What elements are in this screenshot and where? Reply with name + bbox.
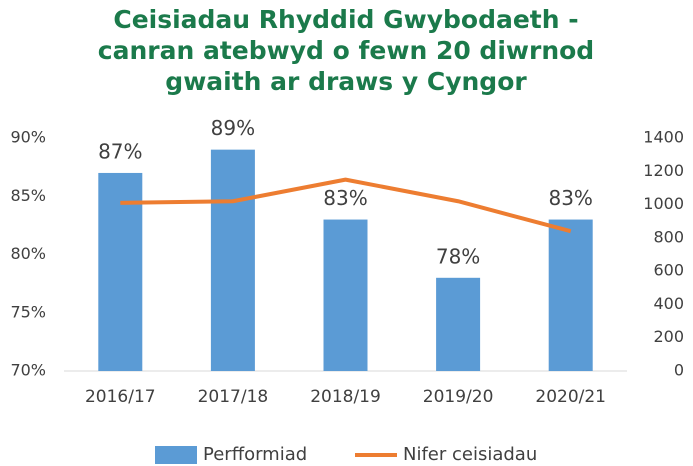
- y2-tick-label: 1200: [643, 161, 684, 180]
- y2-tick-label: 1000: [643, 194, 684, 213]
- y2-tick-label: 600: [653, 261, 684, 280]
- legend-swatch: [155, 446, 197, 464]
- x-tick-label: 2019/20: [423, 387, 494, 407]
- y2-tick-label: 800: [653, 227, 684, 246]
- bar: [548, 219, 593, 371]
- y2-tick-label: 400: [653, 294, 684, 313]
- bar: [323, 219, 368, 371]
- bar: [98, 172, 143, 371]
- line: [120, 177, 572, 234]
- x-tick-label: 2018/19: [310, 387, 381, 407]
- data-label: 78%: [436, 244, 480, 268]
- data-label: 83%: [323, 186, 367, 210]
- y2-tick-label: 0: [674, 361, 684, 380]
- x-tick-label: 2017/18: [198, 387, 269, 407]
- data-label: 83%: [548, 186, 592, 210]
- y2-tick-label: 200: [653, 327, 684, 346]
- y-tick-label: 85%: [10, 186, 46, 205]
- bar: [436, 277, 481, 371]
- y-tick-label: 75%: [10, 302, 46, 321]
- data-label: 89%: [211, 116, 255, 140]
- data-label: 87%: [98, 139, 142, 163]
- legend-label: Perfformiad: [203, 444, 307, 465]
- legend-label: Nifer ceisiadau: [403, 444, 537, 465]
- y-tick-label: 70%: [10, 361, 46, 380]
- y-tick-label: 80%: [10, 244, 46, 263]
- x-tick-label: 2020/21: [535, 387, 606, 407]
- chart-title: Ceisiadau Rhyddid Gwybodaeth - canran at…: [97, 5, 595, 96]
- y-tick-label: 90%: [10, 128, 46, 147]
- bar: [210, 149, 255, 371]
- y2-tick-label: 1400: [643, 128, 684, 147]
- x-tick-label: 2016/17: [85, 387, 156, 407]
